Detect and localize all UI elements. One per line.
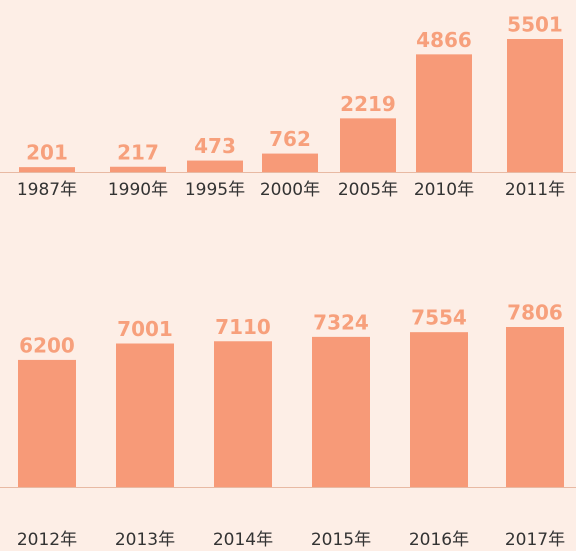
value-label: 217	[117, 140, 159, 164]
x-tick-label: 2016年	[409, 530, 469, 550]
value-label: 473	[194, 134, 236, 158]
bar	[187, 160, 243, 172]
bar	[214, 341, 272, 487]
value-label: 7806	[507, 301, 563, 325]
x-tick-label: 2015年	[311, 530, 371, 550]
value-label: 7324	[313, 310, 369, 334]
x-tick-label: 1995年	[185, 180, 245, 200]
value-label: 4866	[416, 28, 472, 52]
bar	[507, 39, 563, 172]
bar	[312, 336, 370, 487]
x-tick-label: 2012年	[17, 530, 77, 550]
x-tick-label: 2011年	[505, 180, 565, 200]
value-label: 7001	[117, 317, 173, 341]
x-tick-label: 2000年	[260, 180, 320, 200]
x-tick-label: 2014年	[213, 530, 273, 550]
bar	[340, 118, 396, 172]
bar	[19, 167, 75, 172]
bar	[262, 153, 318, 172]
value-label: 2219	[340, 92, 396, 116]
value-label: 7554	[411, 306, 467, 330]
value-label: 6200	[19, 333, 75, 357]
x-tick-label: 1990年	[108, 180, 168, 200]
x-tick-label: 2005年	[338, 180, 398, 200]
bar	[116, 343, 174, 487]
bar	[416, 54, 472, 173]
x-tick-label: 1987年	[17, 180, 77, 200]
bar	[18, 359, 76, 487]
bar	[506, 327, 564, 487]
x-tick-label: 2013年	[115, 530, 175, 550]
x-tick-label: 2010年	[414, 180, 474, 200]
value-label: 7110	[215, 315, 271, 339]
bar	[410, 332, 468, 487]
value-label: 201	[26, 141, 68, 165]
value-label: 762	[269, 127, 311, 151]
value-label: 5501	[507, 13, 563, 37]
x-tick-label: 2017年	[505, 530, 565, 550]
bar	[110, 166, 166, 172]
